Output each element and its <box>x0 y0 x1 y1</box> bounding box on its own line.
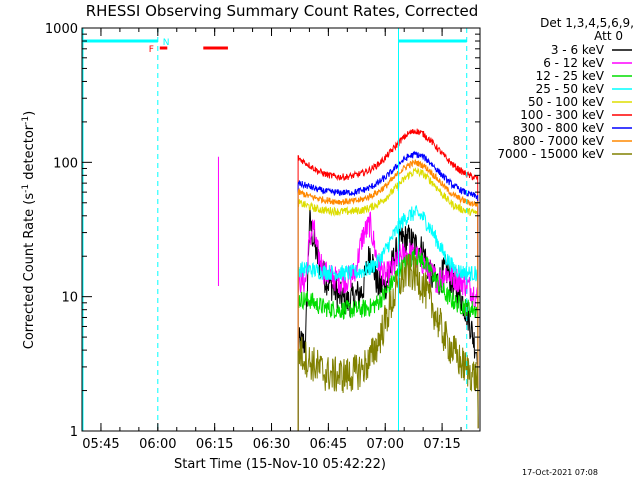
y-axis-label-sup1: -1 <box>21 184 31 193</box>
legend-label: 7000 - 15000 keV <box>497 147 604 161</box>
series-line-50-100-keV <box>297 166 479 431</box>
legend-label: 300 - 800 keV <box>520 121 604 135</box>
y-tick-label: 100 <box>53 156 78 171</box>
legend-label: 50 - 100 keV <box>528 95 605 109</box>
legend-label: 3 - 6 keV <box>551 43 605 57</box>
legend-label: 12 - 25 keV <box>536 69 605 83</box>
legend-label: 25 - 50 keV <box>536 82 605 96</box>
flags-layer: NF <box>82 28 468 431</box>
x-axis-label: Start Time (15-Nov-10 05:42:22) <box>174 457 386 472</box>
y-axis-label-sup2: -1 <box>21 116 31 125</box>
y-axis-label: Corrected Count Rate (s-1 detector-1) <box>21 111 37 349</box>
legend-header-detectors: Det 1,3,4,5,6,9, <box>540 16 634 30</box>
series-line-100-300-keV <box>297 128 479 431</box>
legend-label: 100 - 300 keV <box>520 108 604 122</box>
night-flag-label: N <box>163 38 170 48</box>
footer-timestamp: 17-Oct-2021 07:08 <box>522 468 598 477</box>
series-line-7000-15000-keV <box>297 253 479 431</box>
x-tick-label: 05:45 <box>82 437 119 452</box>
legend-label: 6 - 12 keV <box>543 56 605 70</box>
x-tick-label: 07:00 <box>367 437 404 452</box>
series-line-12-25-keV <box>297 249 479 431</box>
x-tick-label: 06:45 <box>310 437 347 452</box>
y-axis-label-part1: Corrected Count Rate (s <box>22 193 37 350</box>
series-line-25-50-keV <box>297 205 479 431</box>
y-axis-label-part2: detector <box>22 124 37 184</box>
x-tick-label: 07:15 <box>423 437 460 452</box>
x-tick-label: 06:15 <box>196 437 233 452</box>
series-layer <box>217 128 479 431</box>
y-tick-label: 1000 <box>45 22 78 37</box>
legend-label: 800 - 7000 keV <box>513 134 605 148</box>
x-tick-label: 06:00 <box>139 437 176 452</box>
flare-flag-label: F <box>149 45 154 55</box>
series-line-300-800-keV <box>297 150 479 431</box>
y-tick-label: 10 <box>61 291 78 306</box>
chart-title: RHESSI Observing Summary Count Rates, Co… <box>86 2 479 20</box>
series-line-800-7000-keV <box>297 159 479 431</box>
y-axis-label-part3: ) <box>22 111 37 116</box>
axes-layer: 05:45 06:00 06:15 06:30 06:45 07:00 07:15 1 10 10… <box>45 22 481 452</box>
y-tick-label: 1 <box>70 425 78 440</box>
x-tick-label: 06:30 <box>253 437 290 452</box>
plot-frame <box>81 27 481 432</box>
legend-header-attenuator: Att 0 <box>594 29 623 43</box>
